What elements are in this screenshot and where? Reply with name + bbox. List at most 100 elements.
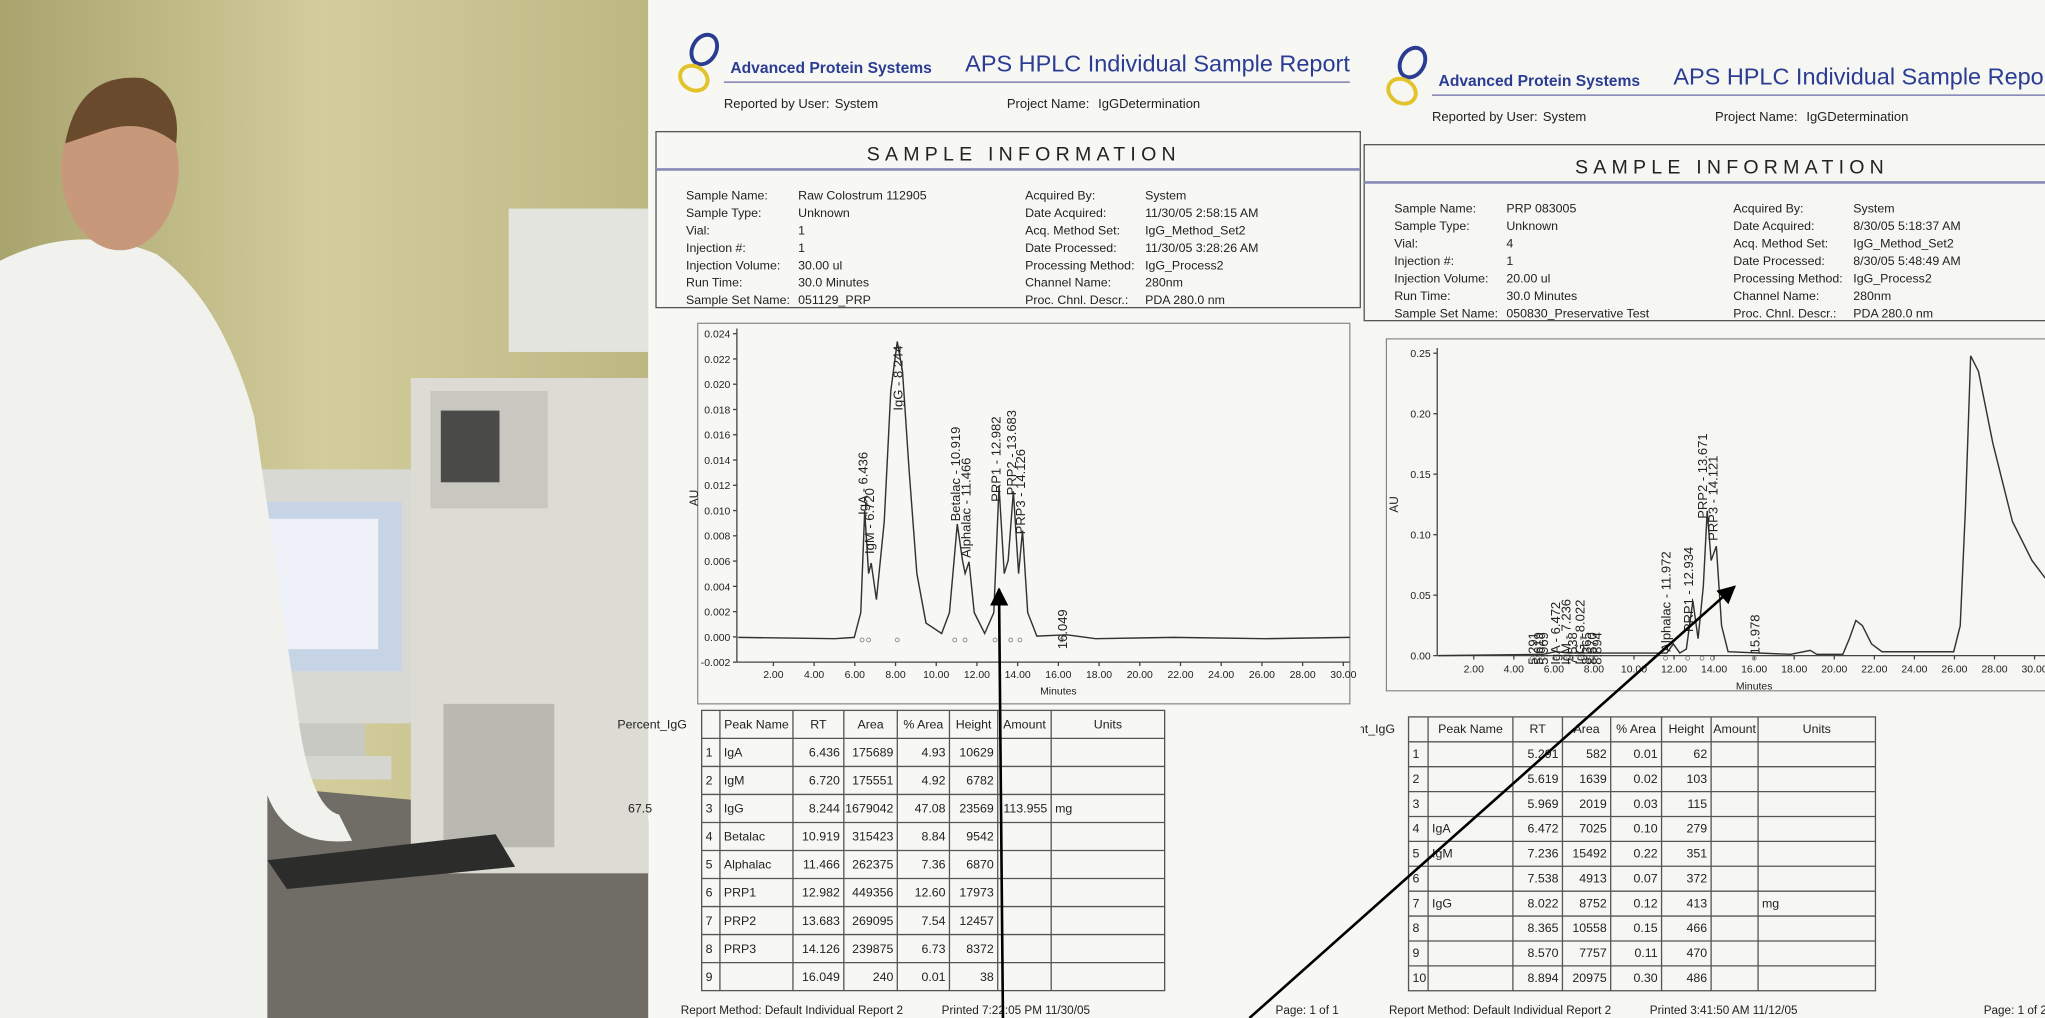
info-label: Processing Method:: [1025, 258, 1134, 272]
table-cell: 38: [980, 970, 994, 984]
info-label: Date Processed:: [1733, 254, 1825, 268]
logo-ring: [1397, 45, 1428, 80]
table-cell: 6.720: [809, 774, 840, 788]
x-tick-label: 6.00: [1544, 665, 1564, 676]
table-cell: 1639: [1579, 772, 1607, 786]
info-label: Channel Name:: [1733, 289, 1819, 303]
peak-marker: [1663, 655, 1668, 661]
x-tick-label: 2.00: [1464, 665, 1484, 676]
table-cell: 3: [706, 802, 713, 816]
x-tick-label: 20.00: [1821, 665, 1847, 676]
peak-marker: [962, 637, 968, 643]
peak-label: PRP3 - 14.126: [1013, 449, 1028, 534]
table-header: Units: [1803, 722, 1831, 736]
table-cell: 2: [706, 774, 713, 788]
info-value: 30.0 Minutes: [1506, 289, 1577, 303]
peak-label: PRP1 - 12.934: [1681, 547, 1696, 632]
chromatogram: [738, 341, 1350, 640]
table-cell: 0.12: [1634, 896, 1658, 910]
info-label: Proc. Chnl. Descr.:: [1733, 306, 1836, 320]
hplc-top: [508, 208, 649, 352]
peak-marker: [1530, 655, 1535, 661]
info-label: Sample Name:: [686, 188, 768, 202]
reported-by: System: [1543, 109, 1586, 124]
table-cell: 8.022: [1528, 896, 1559, 910]
peak-label: 15.978: [1747, 615, 1762, 655]
x-tick-label: 30.00: [2022, 665, 2045, 676]
x-tick-label: 26.00: [1941, 665, 1967, 676]
peak-marker: [1588, 655, 1594, 661]
table-cell: 175689: [852, 746, 893, 760]
peak-label: Betalac - 10.919: [948, 427, 963, 522]
info-value: 280nm: [1145, 276, 1183, 290]
info-label: Acq. Method Set:: [1733, 236, 1828, 250]
peak-label: PRP2 - 13.671: [1695, 433, 1710, 518]
table-cell: 10.919: [802, 830, 840, 844]
info-value: PRP 083005: [1506, 201, 1576, 215]
table-cell: 8372: [966, 942, 994, 956]
table-cell: 10558: [1572, 921, 1607, 935]
table-header: Area: [1573, 722, 1599, 736]
table-header: RT: [810, 718, 827, 732]
peak-label: PRP3 - 14.121: [1706, 456, 1721, 541]
table-cell: 10629: [959, 746, 994, 760]
y-tick-label: 0.022: [704, 355, 730, 366]
report: Advanced Protein Systems APS HPLC Individ…: [617, 32, 1361, 1017]
peak-label: IgG - 8.244: [891, 345, 906, 410]
y-tick-label: 0.024: [704, 330, 730, 341]
info-value: Unknown: [1506, 219, 1558, 233]
info-value: PDA 280.0 nm: [1145, 293, 1225, 307]
table-cell: 0.11: [1634, 946, 1657, 960]
x-tick-label: 16.00: [1741, 665, 1767, 676]
peak-label: IgA - 6.472: [1548, 602, 1563, 665]
table-cell: Alphalac: [724, 858, 771, 872]
table-cell: 20975: [1572, 971, 1607, 985]
info-value: 280nm: [1853, 289, 1891, 303]
y-tick-label: 0.012: [704, 481, 730, 492]
x-tick-label: 14.00: [1701, 665, 1727, 676]
x-tick-label: 22.00: [1861, 665, 1887, 676]
table-cell: IgA: [724, 746, 743, 760]
info-label: Run Time:: [686, 276, 742, 290]
x-tick-label: 12.00: [1661, 665, 1687, 676]
info-label: Proc. Chnl. Descr.:: [1025, 293, 1128, 307]
company-name: Advanced Protein Systems: [1439, 73, 1641, 90]
info-label: Run Time:: [1394, 289, 1450, 303]
table-header: Amount: [1003, 718, 1046, 732]
table-cell: 175551: [852, 774, 893, 788]
y-tick-label: 0.016: [704, 431, 730, 442]
lab-coat: [0, 239, 353, 1018]
y-tick-label: 0.10: [1410, 531, 1430, 542]
info-label: Injection #:: [686, 241, 746, 255]
table-cell: 2: [1412, 772, 1419, 786]
notebook: [267, 834, 516, 889]
logo-ring: [689, 32, 720, 67]
peak-marker: [1594, 655, 1599, 661]
table-header: Units: [1094, 718, 1122, 732]
footer-page: Page: 1 of 2: [1984, 1004, 2045, 1017]
info-value: 051129_PRP: [798, 293, 871, 307]
footer-method: Report Method: Default Individual Report…: [1389, 1004, 1611, 1017]
table-cell: 5: [1412, 847, 1419, 861]
y-tick-label: 0.00: [1410, 652, 1430, 663]
table-cell: 1: [706, 746, 713, 760]
x-tick-label: 4.00: [1504, 665, 1524, 676]
table-cell: 16.049: [802, 970, 840, 984]
peak-label: 7.538: [1565, 632, 1580, 665]
table-cell: 269095: [852, 914, 893, 928]
table-cell: IgG: [724, 802, 744, 816]
info-value: 1: [1506, 254, 1513, 268]
info-value: 8/30/05 5:48:49 AM: [1853, 254, 1960, 268]
table-cell: 12457: [959, 914, 994, 928]
info-value: PDA 280.0 nm: [1853, 306, 1933, 320]
peak-marker: [1535, 655, 1541, 661]
report-sheet: [1360, 0, 2045, 1018]
table-cell: 3: [1412, 797, 1419, 811]
footer-page: Page: 1 of 1: [1276, 1004, 1339, 1017]
table-cell: 0.30: [1634, 971, 1658, 985]
table-cell: 1: [1412, 747, 1419, 761]
peak-marker: [1552, 655, 1557, 661]
table-cell: 0.01: [921, 970, 945, 984]
table-cell: 7.538: [1528, 871, 1559, 885]
